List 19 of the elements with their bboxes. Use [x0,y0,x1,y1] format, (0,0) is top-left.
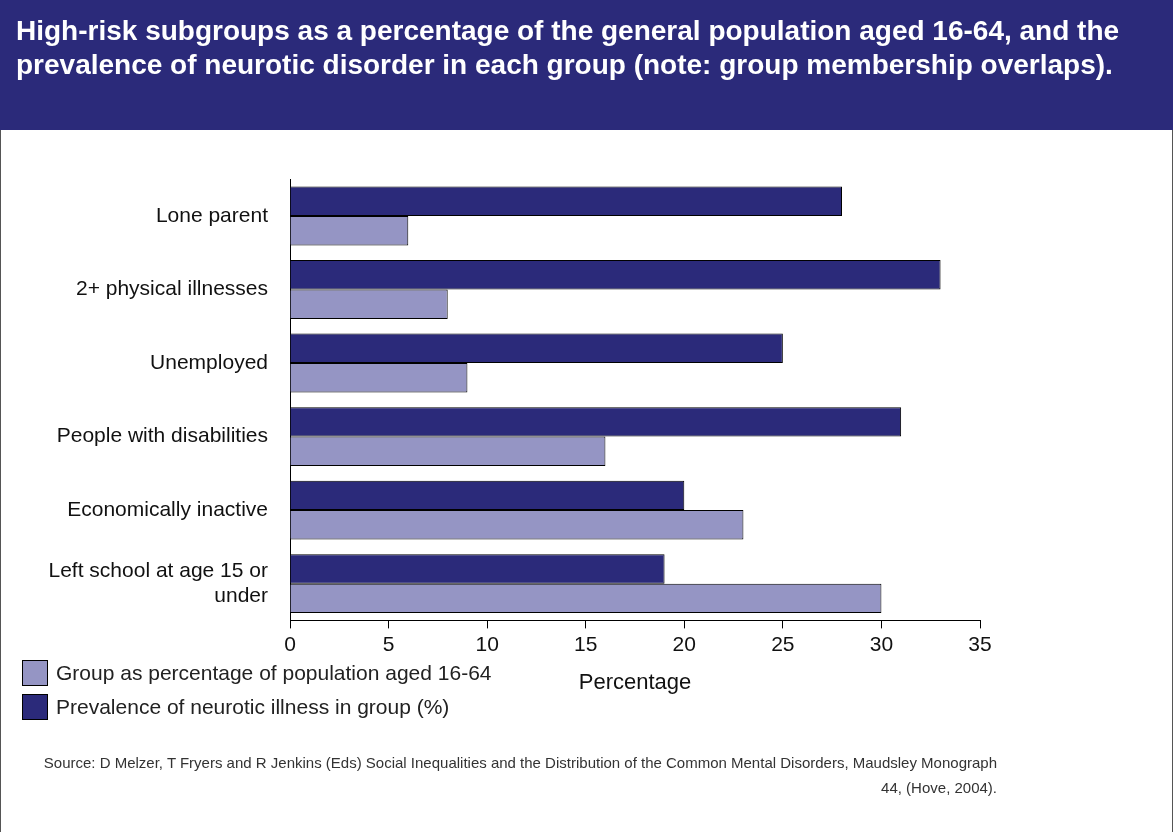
y-tick-label: Lone parent [155,202,269,226]
source-note: Source: D Melzer, T Fryers and R Jenkins (Eds) Social Inequalities and the Distribution of the Common Mental Disorders, Maudsley Monograph 44, (Hove, 2004). [42,753,997,798]
legend-label: Prevalence of neurotic illness in group (%) [56,695,450,719]
chart-title: High-risk subgroups as a percentage of the general population aged 16-64, and the prevalence of neurotic disorder in each group (note: group membership overlaps). [0,0,1173,130]
x-axis-title: Percentage [578,668,692,694]
x-tick-label: 25 [771,631,795,655]
x-tick-label: 5 [382,631,395,655]
x-tick-label: 20 [672,631,696,655]
y-tick-label: People with disabilities [56,423,268,447]
y-tick-label: Left school at age 15 or under [48,557,268,607]
y-tick-label: 2+ physical illnesses [75,276,268,300]
x-tick-label: 10 [475,631,499,655]
x-tick-label: 30 [869,631,894,655]
x-tick-label: 0 [284,631,296,655]
y-tick-label: Unemployed [150,349,268,373]
x-tick-label: 35 [968,631,992,655]
legend-label: Group as percentage of population aged 16-64 [56,661,492,685]
y-tick-label: Economically inactive [67,496,268,520]
x-tick-label: 15 [574,631,598,655]
